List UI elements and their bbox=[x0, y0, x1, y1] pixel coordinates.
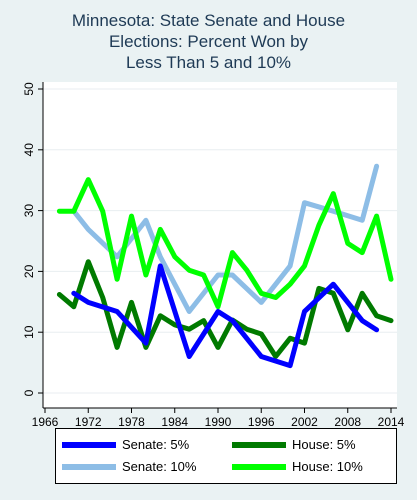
legend: Senate: 5% House: 5% Senate: 10% House: … bbox=[55, 428, 397, 484]
chart-title-line-3: Less Than 5 and 10% bbox=[125, 53, 292, 72]
y-tick-label: 10 bbox=[22, 325, 36, 339]
x-tick-label: 1978 bbox=[118, 415, 145, 429]
legend-item-senate-5: Senate: 5% bbox=[62, 437, 189, 452]
x-tick-label: 2014 bbox=[378, 415, 405, 429]
x-tick-label: 1972 bbox=[75, 415, 102, 429]
y-tick-label: 50 bbox=[22, 82, 36, 96]
legend-item-senate-10: Senate: 10% bbox=[62, 459, 196, 474]
y-tick-label: 40 bbox=[22, 143, 36, 157]
legend-swatch bbox=[232, 463, 286, 470]
x-tick-label: 2008 bbox=[334, 415, 361, 429]
series-line-1 bbox=[71, 263, 380, 369]
chart-title-line-2: Elections: Percent Won by bbox=[108, 32, 309, 51]
legend-label: Senate: 5% bbox=[122, 437, 190, 452]
x-tick-label: 1966 bbox=[32, 415, 59, 429]
legend-swatch bbox=[232, 441, 286, 448]
series-line-3 bbox=[56, 259, 394, 359]
y-tick-label: 30 bbox=[22, 204, 36, 218]
legend-swatch bbox=[62, 441, 116, 448]
x-tick-label: 1996 bbox=[248, 415, 275, 429]
x-tick-label: 2002 bbox=[291, 415, 318, 429]
series-line-4 bbox=[56, 177, 394, 310]
legend-swatch bbox=[62, 463, 116, 470]
chart-title-line-1: Minnesota: State Senate and House bbox=[71, 11, 346, 30]
y-tick-label: 0 bbox=[22, 389, 36, 396]
x-tick-label: 1990 bbox=[205, 415, 232, 429]
y-tick-label: 20 bbox=[22, 264, 36, 278]
legend-label: House: 10% bbox=[292, 459, 363, 474]
x-tick-label: 1984 bbox=[161, 415, 188, 429]
plot-area bbox=[43, 82, 397, 408]
legend-item-house-10: House: 10% bbox=[232, 459, 363, 474]
legend-label: House: 5% bbox=[292, 437, 356, 452]
legend-label: Senate: 10% bbox=[122, 459, 197, 474]
legend-item-house-5: House: 5% bbox=[232, 437, 356, 452]
